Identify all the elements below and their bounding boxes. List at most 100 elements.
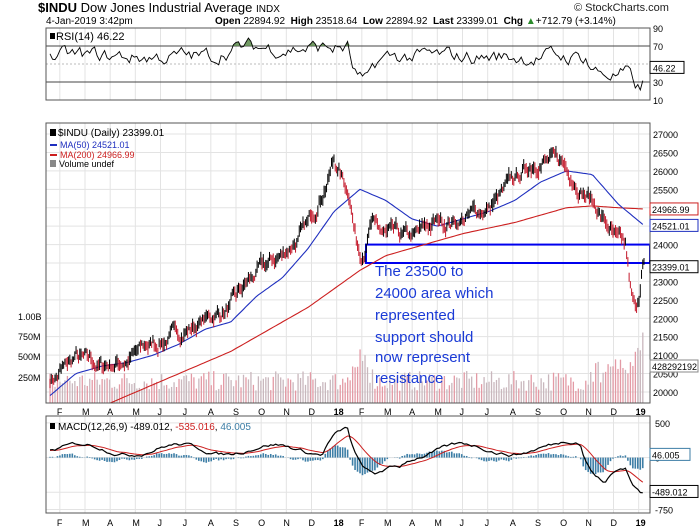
volume-bar bbox=[624, 369, 627, 403]
macd-hist-bar bbox=[257, 455, 260, 458]
x-axis-label: A bbox=[107, 518, 113, 528]
rsi-overbought-fill bbox=[50, 38, 643, 46]
macd-hist-bar bbox=[71, 453, 74, 458]
volume-bar bbox=[223, 373, 225, 403]
macd-hist-bar bbox=[351, 457, 354, 466]
volume-bar bbox=[138, 387, 140, 403]
macd-hist-bar bbox=[503, 457, 505, 461]
macd-hist-bar bbox=[622, 456, 624, 458]
x-axis-label: J bbox=[183, 407, 188, 417]
macd-hist-bar bbox=[617, 456, 619, 458]
volume-bar bbox=[121, 378, 123, 403]
volume-bar bbox=[128, 383, 131, 403]
macd-hist-bar bbox=[468, 457, 470, 458]
x-axis-label: M bbox=[434, 407, 442, 417]
price-tick-label: 22500 bbox=[653, 296, 678, 306]
volume-bar bbox=[51, 374, 54, 403]
volume-bar bbox=[71, 383, 74, 403]
ma50-line bbox=[49, 170, 644, 397]
volume-bar bbox=[180, 379, 183, 403]
volume-tick-label: 750M bbox=[18, 332, 41, 342]
macd-hist-bar bbox=[274, 454, 277, 458]
macd-hist-bar bbox=[527, 456, 530, 458]
macd-hist-bar bbox=[121, 457, 123, 459]
volume-bar bbox=[153, 382, 155, 403]
volume-bar bbox=[545, 388, 547, 403]
volume-bar bbox=[637, 347, 639, 403]
volume-bar bbox=[185, 375, 188, 403]
exchange-code: INDX bbox=[256, 4, 280, 15]
volume-bar bbox=[560, 377, 562, 403]
volume-bar bbox=[530, 374, 532, 403]
macd-hist-bar bbox=[485, 457, 488, 462]
volume-bar bbox=[89, 378, 91, 403]
macd-hist-bar bbox=[222, 457, 225, 461]
volume-bar bbox=[542, 382, 545, 403]
volume-bar bbox=[242, 374, 245, 403]
volume-bar bbox=[66, 375, 69, 403]
volume-bar bbox=[495, 379, 498, 403]
macd-hist-bar bbox=[612, 457, 614, 459]
volume-bar bbox=[126, 378, 128, 403]
macd-hist-bar bbox=[289, 457, 292, 460]
macd-hist-bar bbox=[366, 457, 369, 473]
macd-hist-bar bbox=[210, 457, 213, 462]
volume-bar bbox=[193, 377, 195, 403]
volume-bar bbox=[351, 366, 354, 403]
volume-bar bbox=[518, 388, 520, 403]
volume-bar bbox=[361, 360, 364, 403]
macd-hist-bar bbox=[247, 455, 250, 458]
volume-bar bbox=[602, 372, 604, 403]
macd-tick-label: 500 bbox=[655, 419, 670, 429]
macd-hist-bar bbox=[455, 453, 458, 458]
volume-bar bbox=[317, 387, 319, 403]
macd-hist-bar bbox=[532, 455, 535, 458]
volume-bar bbox=[280, 377, 282, 403]
macd-hist-bar bbox=[354, 457, 356, 470]
x-axis-label: M bbox=[82, 407, 90, 417]
volume-bar bbox=[190, 373, 193, 403]
macd-hist-bar bbox=[579, 457, 582, 460]
volume-bar bbox=[113, 386, 116, 403]
ma50-tag-box bbox=[649, 218, 699, 232]
macd-hist-bar bbox=[314, 457, 317, 461]
macd-hist-bar bbox=[307, 457, 309, 462]
macd-panel bbox=[49, 426, 644, 494]
volume-bar bbox=[565, 374, 567, 403]
x-axis-label: O bbox=[560, 518, 567, 528]
macd-hist-bar bbox=[158, 453, 160, 458]
volume-bar bbox=[399, 390, 401, 403]
x-axis-label: A bbox=[510, 518, 516, 528]
macd-hist-bar bbox=[277, 455, 279, 458]
macd-hist-bar bbox=[592, 457, 594, 475]
annotation-line-1: The 23500 to bbox=[375, 263, 463, 280]
ma200-line bbox=[108, 205, 643, 403]
volume-bar bbox=[334, 374, 336, 403]
volume-bar bbox=[386, 388, 389, 403]
chg-label: Chg bbox=[503, 16, 524, 27]
macd-hist-bar bbox=[212, 457, 215, 460]
macd-hist-bar bbox=[49, 456, 51, 458]
x-axis-label: M bbox=[384, 518, 392, 528]
x-axis-label: M bbox=[132, 407, 140, 417]
macd-hist-bar bbox=[207, 457, 210, 462]
volume-bar bbox=[312, 379, 314, 403]
volume-bar bbox=[513, 371, 515, 403]
volume-bar bbox=[446, 389, 448, 403]
macd-hist-bar bbox=[183, 455, 185, 458]
macd-hist-bar bbox=[190, 456, 193, 458]
annotation-line-4: support should bbox=[375, 329, 473, 346]
volume-bar bbox=[535, 386, 537, 403]
macd-hist-bar bbox=[322, 457, 324, 460]
volume-bar bbox=[515, 380, 517, 403]
last-value: 23399.01 bbox=[456, 16, 499, 27]
macd-hist-bar bbox=[131, 457, 133, 460]
macd-hist-bar bbox=[572, 456, 575, 458]
volume-bar bbox=[297, 373, 299, 403]
x-axis-label: D bbox=[611, 518, 618, 528]
macd-hist-bar bbox=[170, 453, 173, 458]
macd-hist-bar bbox=[619, 455, 622, 458]
macd-hist-bar bbox=[225, 457, 227, 460]
volume-bar bbox=[277, 374, 279, 403]
